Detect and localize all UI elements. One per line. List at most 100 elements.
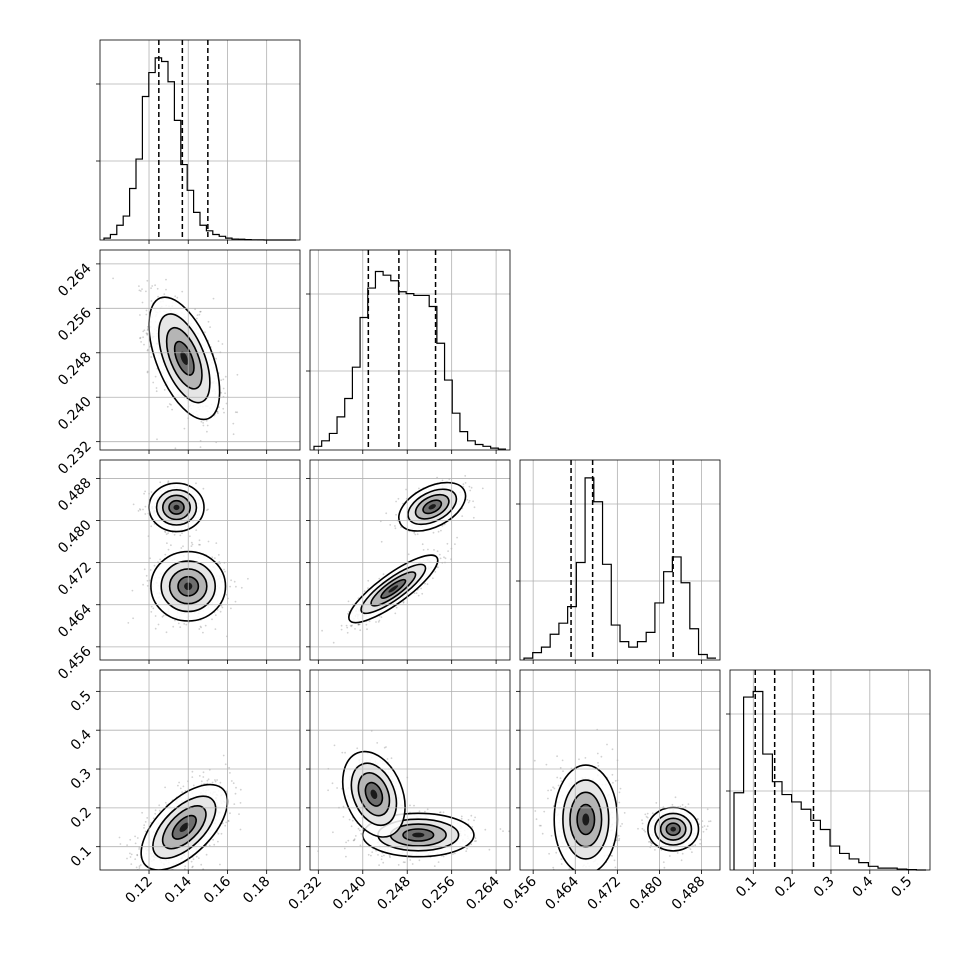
y-tick-label: 0.472 xyxy=(55,559,95,599)
scatter-point xyxy=(204,331,206,334)
scatter-point xyxy=(119,843,122,845)
density-contours xyxy=(341,750,475,858)
scatter-point xyxy=(474,816,476,819)
scatter-point xyxy=(124,876,126,878)
scatter-point xyxy=(144,821,147,823)
scatter-point xyxy=(346,626,349,629)
scatter-point xyxy=(472,500,474,503)
scatter-point xyxy=(460,815,463,818)
scatter-point xyxy=(389,524,392,526)
scatter-point xyxy=(614,866,617,869)
scatter-point xyxy=(424,582,426,585)
scatter-point xyxy=(154,375,157,378)
scatter-point xyxy=(140,341,143,343)
scatter-point xyxy=(166,882,168,884)
scatter-point xyxy=(144,505,147,508)
scatter-point xyxy=(342,805,345,808)
scatter-point xyxy=(327,789,329,792)
scatter-point xyxy=(499,828,502,830)
scatter-panel-2-1 xyxy=(321,475,484,644)
scatter-point xyxy=(367,579,370,582)
scatter-point xyxy=(402,601,405,604)
scatter-point xyxy=(239,828,242,831)
scatter-point xyxy=(198,628,201,630)
scatter-point xyxy=(192,865,194,868)
scatter-point xyxy=(353,838,356,840)
scatter-point xyxy=(164,553,167,556)
scatter-point xyxy=(437,566,439,569)
scatter-point xyxy=(343,847,346,850)
scatter-point xyxy=(354,628,356,630)
scatter-point xyxy=(612,781,614,784)
scatter-point xyxy=(138,285,140,287)
scatter-point xyxy=(144,513,147,515)
scatter-point xyxy=(475,840,477,842)
scatter-point xyxy=(130,853,133,856)
scatter-point xyxy=(146,370,149,373)
scatter-point xyxy=(146,349,149,352)
scatter-point xyxy=(143,492,146,495)
scatter-point xyxy=(205,853,208,856)
scatter-point xyxy=(154,812,157,815)
scatter-point xyxy=(452,853,454,855)
contour-level xyxy=(370,789,378,799)
scatter-point xyxy=(167,480,170,482)
histogram-step-line xyxy=(733,690,926,871)
scatter-point xyxy=(422,549,425,551)
scatter-point xyxy=(468,485,471,488)
scatter-point xyxy=(465,850,468,852)
scatter-point xyxy=(174,447,177,450)
scatter-point xyxy=(198,543,200,546)
scatter-point xyxy=(141,301,144,304)
scatter-point xyxy=(220,391,223,394)
scatter-panel-1-0-frame xyxy=(99,249,301,451)
scatter-point xyxy=(395,513,397,516)
scatter-point xyxy=(467,819,470,821)
scatter-point xyxy=(164,872,166,874)
scatter-point xyxy=(413,804,415,807)
scatter-point xyxy=(149,875,151,877)
scatter-point xyxy=(559,777,562,780)
scatter-point xyxy=(142,336,145,339)
scatter-point xyxy=(225,593,228,596)
scatter-point xyxy=(441,479,444,482)
scatter-point xyxy=(163,871,165,873)
y-tick-label: 0.5 xyxy=(68,688,95,715)
scatter-point xyxy=(132,617,135,620)
scatter-point xyxy=(618,801,621,804)
scatter-point xyxy=(150,287,153,289)
scatter-point xyxy=(173,533,176,536)
scatter-point xyxy=(342,816,345,818)
scatter-point xyxy=(380,540,383,543)
scatter-point xyxy=(470,843,473,846)
x-tick-label: 0.240 xyxy=(330,874,370,914)
scatter-point xyxy=(468,499,471,502)
scatter-point xyxy=(129,852,131,855)
histogram-step-line xyxy=(103,57,296,241)
scatter-point xyxy=(170,544,172,547)
scatter-point xyxy=(404,861,406,864)
scatter-point xyxy=(183,427,186,430)
y-tick-label: 0.256 xyxy=(55,305,95,345)
scatter-point xyxy=(345,841,347,844)
scatter-point xyxy=(195,855,198,858)
scatter-point xyxy=(432,531,435,534)
scatter-point xyxy=(380,616,383,618)
scatter-point xyxy=(129,838,132,841)
scatter-point xyxy=(164,530,166,533)
scatter-point xyxy=(159,558,162,561)
scatter-point xyxy=(149,345,151,348)
scatter-panel-3-0-grid: 0.12 0.14 0.16 0.180.10.20.30.40.5 xyxy=(68,670,300,907)
scatter-point xyxy=(433,865,436,867)
scatter-point xyxy=(618,837,621,840)
histogram-panel-2 xyxy=(516,460,720,664)
scatter-point xyxy=(204,624,207,627)
scatter-point xyxy=(152,381,155,384)
scatter-point xyxy=(195,529,198,531)
scatter-point xyxy=(146,371,149,374)
scatter-point xyxy=(150,525,153,528)
scatter-point xyxy=(191,770,194,773)
scatter-point xyxy=(155,872,157,874)
scatter-point xyxy=(351,819,354,822)
